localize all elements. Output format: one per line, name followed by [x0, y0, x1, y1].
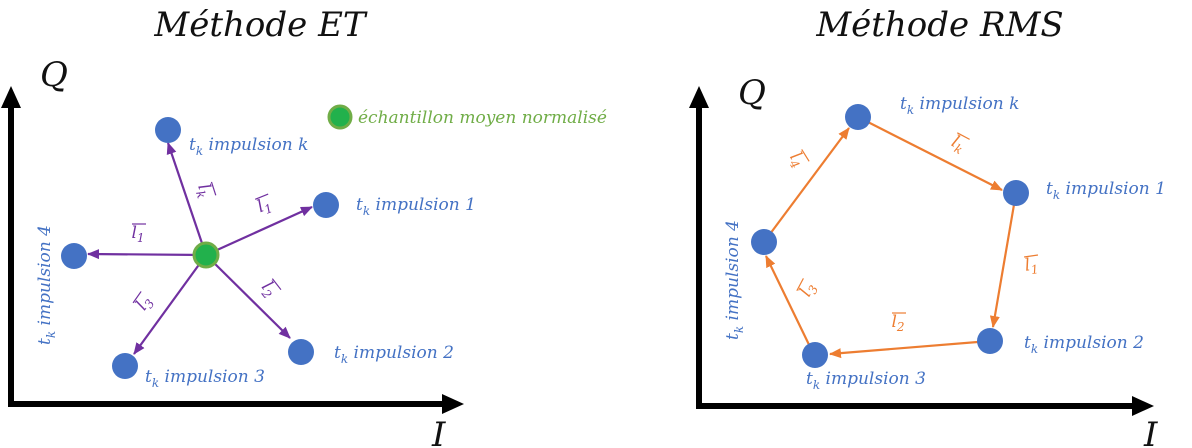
rms-vector-label-2: l2 — [891, 312, 906, 334]
svg-text:l4: l4 — [784, 149, 810, 172]
rms-vector-label-1: l1 — [1023, 254, 1039, 278]
et-q-label: Q — [40, 55, 68, 95]
et-axes: Q I — [1, 55, 464, 448]
et-vector-k — [166, 142, 208, 256]
et-center-point — [192, 241, 220, 269]
rms-vector-2 — [829, 339, 991, 359]
rms-vector-k — [857, 116, 1003, 191]
et-point-3 — [112, 353, 138, 379]
rms-vector-label-3: l3 — [796, 278, 822, 301]
rms-label-4: tk impulsion 4 — [723, 220, 746, 340]
legend-text: échantillon moyen normalisé — [358, 108, 607, 128]
svg-text:l2: l2 — [255, 278, 280, 302]
rms-vector-3 — [765, 255, 815, 356]
et-point-2 — [288, 339, 314, 365]
rms-diagram: Méthode RMS Q I lk — [689, 5, 1166, 448]
rms-point-3 — [802, 342, 828, 368]
et-point-labels: tk impulsion k tk impulsion 1 tk impulsi… — [35, 135, 476, 390]
rms-point-k — [845, 104, 871, 130]
rms-i-axis-arrowhead — [1132, 396, 1154, 416]
rms-label-2: tk impulsion 2 — [1024, 333, 1144, 356]
et-label-4: tk impulsion 4 — [35, 225, 58, 345]
rms-point-4 — [751, 229, 777, 255]
et-i-label: I — [431, 415, 446, 448]
rms-vectors — [763, 116, 1018, 359]
rms-label-1: tk impulsion 1 — [1046, 179, 1166, 202]
et-vector-label-3: l3 — [132, 291, 158, 316]
et-points — [61, 117, 339, 379]
et-diagram: Méthode ET Q I lk — [1, 5, 607, 448]
et-legend: échantillon moyen normalisé — [327, 104, 607, 130]
rms-point-2 — [977, 328, 1003, 354]
et-vectors — [87, 142, 313, 355]
svg-text:l3: l3 — [796, 279, 822, 301]
rms-q-label: Q — [738, 73, 766, 113]
rms-axes: Q I — [689, 73, 1158, 448]
et-vector-3 — [133, 254, 207, 355]
et-point-4 — [61, 243, 87, 269]
et-vector-4 — [87, 249, 207, 260]
et-vector-label-k: lk — [191, 181, 217, 200]
rms-vector-4 — [763, 127, 850, 243]
rms-label-k: tk impulsion k — [900, 94, 1019, 117]
svg-text:l2: l2 — [891, 312, 904, 334]
rms-vector-labels: lk l1 l2 l3 — [784, 132, 1039, 334]
et-label-3: tk impulsion 3 — [145, 367, 265, 390]
svg-text:l3: l3 — [132, 292, 158, 316]
svg-text:l1: l1 — [131, 223, 144, 245]
rms-label-3: tk impulsion 3 — [806, 369, 926, 392]
svg-text:l1: l1 — [254, 194, 274, 219]
rms-vector-label-k: lk — [947, 132, 970, 157]
rms-vector-label-4: l4 — [784, 149, 810, 172]
rms-i-label: I — [1143, 415, 1158, 448]
svg-text:lk: lk — [191, 181, 216, 200]
et-vector-1 — [205, 205, 313, 257]
et-vector-label-1b: l1 — [131, 223, 146, 245]
et-vector-label-2: l2 — [255, 278, 282, 302]
rms-q-axis-arrowhead — [689, 86, 709, 108]
et-point-k — [155, 117, 181, 143]
et-point-1 — [313, 192, 339, 218]
et-q-axis-arrowhead — [1, 86, 21, 108]
et-label-2: tk impulsion 2 — [334, 343, 454, 366]
et-vector-2 — [205, 254, 291, 339]
et-label-1: tk impulsion 1 — [356, 195, 476, 218]
svg-text:l1: l1 — [1023, 254, 1039, 278]
et-title: Méthode ET — [153, 5, 367, 45]
rms-title: Méthode RMS — [815, 5, 1063, 45]
et-vector-label-1a: l1 — [254, 193, 275, 219]
et-i-axis-arrowhead — [442, 394, 464, 414]
rms-vector-1 — [989, 192, 1018, 328]
rms-point-1 — [1003, 180, 1029, 206]
et-label-k: tk impulsion k — [189, 135, 308, 158]
svg-text:lk: lk — [947, 132, 969, 157]
rms-points — [751, 104, 1029, 368]
legend-center-marker — [327, 104, 353, 130]
rms-point-labels: tk impulsion k tk impulsion 1 tk impulsi… — [723, 94, 1166, 392]
